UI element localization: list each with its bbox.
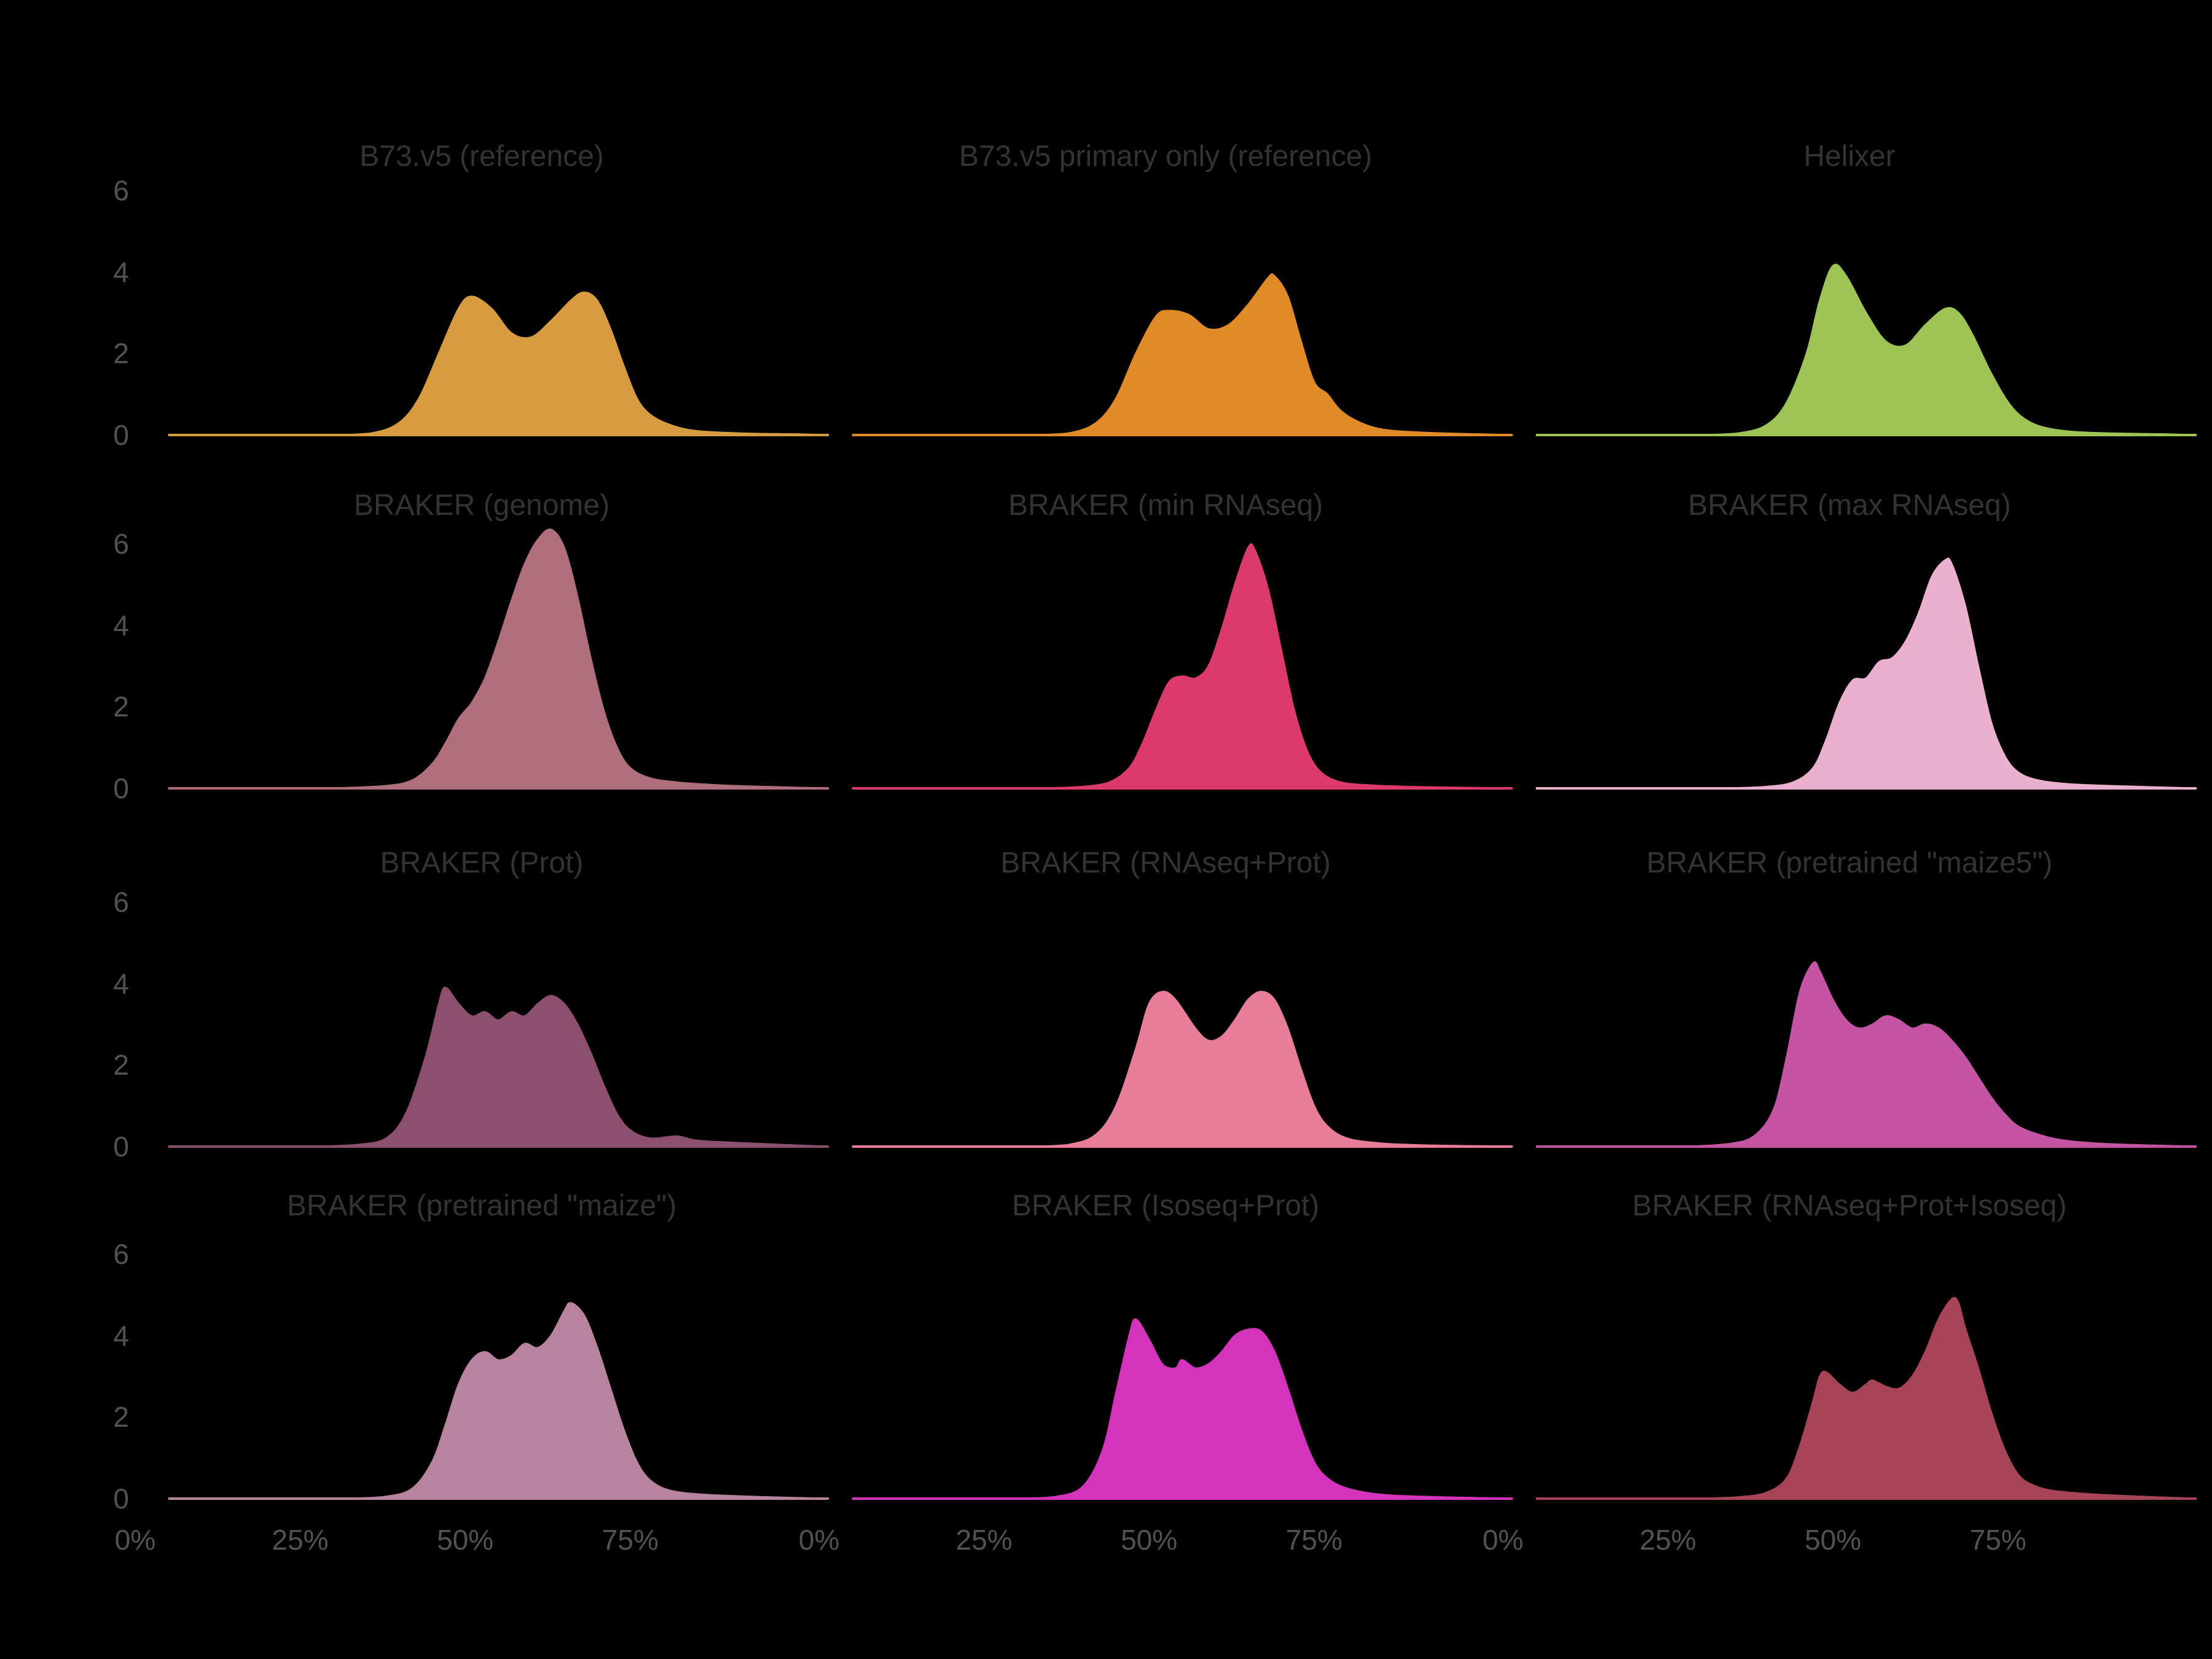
density-area-b73-v5-reference: [332, 291, 830, 436]
density-area-braker-prot: [319, 986, 830, 1148]
y-tick-label-row4-0: 0: [113, 1483, 129, 1515]
density-area-braker-pretrained-maize: [345, 1302, 830, 1500]
y-tick-label-row3-4: 4: [113, 967, 129, 1000]
panel-title-helixer: Helixer: [1803, 140, 1896, 173]
x-tick-label-col3-50%: 50%: [1805, 1524, 1862, 1556]
y-tick-label-row2-2: 2: [113, 691, 129, 723]
density-plot-braker-genome: [168, 528, 830, 790]
density-plot-braker-min-rnaseq: [852, 543, 1513, 790]
density-plot-b73-v5-reference: [168, 291, 830, 436]
panel-title-braker-pretrained-maize: BRAKER (pretrained "maize"): [286, 1190, 677, 1222]
y-tick-label-row3-2: 2: [113, 1049, 129, 1081]
panel-title-braker-isoseq-prot: BRAKER (Isoseq+Prot): [1011, 1190, 1320, 1222]
x-tick-label-col1-50%: 50%: [437, 1524, 494, 1556]
x-tick-label-col3-75%: 75%: [1969, 1524, 2026, 1556]
density-area-braker-max-rnaseq: [1726, 557, 2197, 790]
panel-title-b73-v5-primary-only-reference: B73.v5 primary only (reference): [959, 140, 1373, 173]
density-area-braker-rnaseq-prot-isoseq: [1700, 1296, 2197, 1500]
x-tick-label-col1-0%: 0%: [114, 1524, 156, 1556]
x-tick-label-col2-25%: 25%: [955, 1524, 1013, 1556]
y-tick-label-row2-0: 0: [113, 772, 129, 804]
x-tick-label-col2-0%: 0%: [798, 1524, 840, 1556]
density-plot-braker-isoseq-prot: [852, 1318, 1513, 1500]
density-area-braker-min-rnaseq: [1042, 543, 1513, 790]
density-area-helixer: [1700, 264, 2197, 436]
y-tick-label-row1-0: 0: [113, 419, 129, 451]
y-tick-label-row4-2: 2: [113, 1401, 129, 1433]
x-tick-label-col1-75%: 75%: [602, 1524, 659, 1556]
y-tick-label-row1-6: 6: [113, 175, 129, 207]
panel-title-b73-v5-reference: B73.v5 (reference): [359, 140, 604, 173]
x-tick-label-col2-50%: 50%: [1121, 1524, 1178, 1556]
x-tick-label-col3-0%: 0%: [1482, 1524, 1524, 1556]
panel-title-braker-genome: BRAKER (genome): [353, 489, 610, 522]
panel-title-braker-rnaseq-prot: BRAKER (RNAseq+Prot): [1000, 847, 1331, 879]
y-tick-label-row3-6: 6: [113, 886, 129, 919]
y-tick-label-row2-4: 4: [113, 609, 129, 641]
density-area-braker-pretrained-maize5: [1687, 961, 2197, 1148]
panel-title-braker-max-rnaseq: BRAKER (max RNAseq): [1688, 489, 2011, 522]
y-tick-label-row3-0: 0: [113, 1131, 129, 1163]
y-tick-label-row1-4: 4: [113, 256, 129, 288]
density-plot-braker-max-rnaseq: [1535, 557, 2197, 790]
y-tick-label-row2-6: 6: [113, 528, 129, 560]
y-tick-label-row4-4: 4: [113, 1319, 129, 1352]
x-tick-label-col2-75%: 75%: [1285, 1524, 1343, 1556]
density-plot-braker-prot: [168, 986, 830, 1148]
density-plot-b73-v5-primary-only-reference: [852, 273, 1513, 436]
panel-title-braker-rnaseq-prot-isoseq: BRAKER (RNAseq+Prot+Isoseq): [1632, 1190, 2067, 1222]
density-area-braker-isoseq-prot: [1016, 1318, 1513, 1500]
panel-title-braker-min-rnaseq: BRAKER (min RNAseq): [1008, 489, 1324, 522]
panel-title-braker-prot: BRAKER (Prot): [380, 847, 584, 879]
density-area-braker-genome: [332, 528, 830, 790]
x-tick-label-col3-25%: 25%: [1639, 1524, 1696, 1556]
density-area-b73-v5-primary-only-reference: [1029, 273, 1513, 436]
density-plot-helixer: [1535, 264, 2197, 436]
panel-title-braker-pretrained-maize5: BRAKER (pretrained "maize5"): [1646, 847, 2053, 879]
y-tick-label-row1-2: 2: [113, 337, 129, 370]
density-plot-braker-pretrained-maize5: [1535, 961, 2197, 1148]
density-plot-braker-rnaseq-prot: [852, 990, 1513, 1148]
x-tick-label-col1-25%: 25%: [272, 1524, 329, 1556]
y-tick-label-row4-6: 6: [113, 1238, 129, 1271]
density-plot-braker-pretrained-maize: [168, 1302, 830, 1500]
density-area-braker-rnaseq-prot: [1029, 990, 1513, 1148]
density-plot-braker-rnaseq-prot-isoseq: [1535, 1296, 2197, 1500]
